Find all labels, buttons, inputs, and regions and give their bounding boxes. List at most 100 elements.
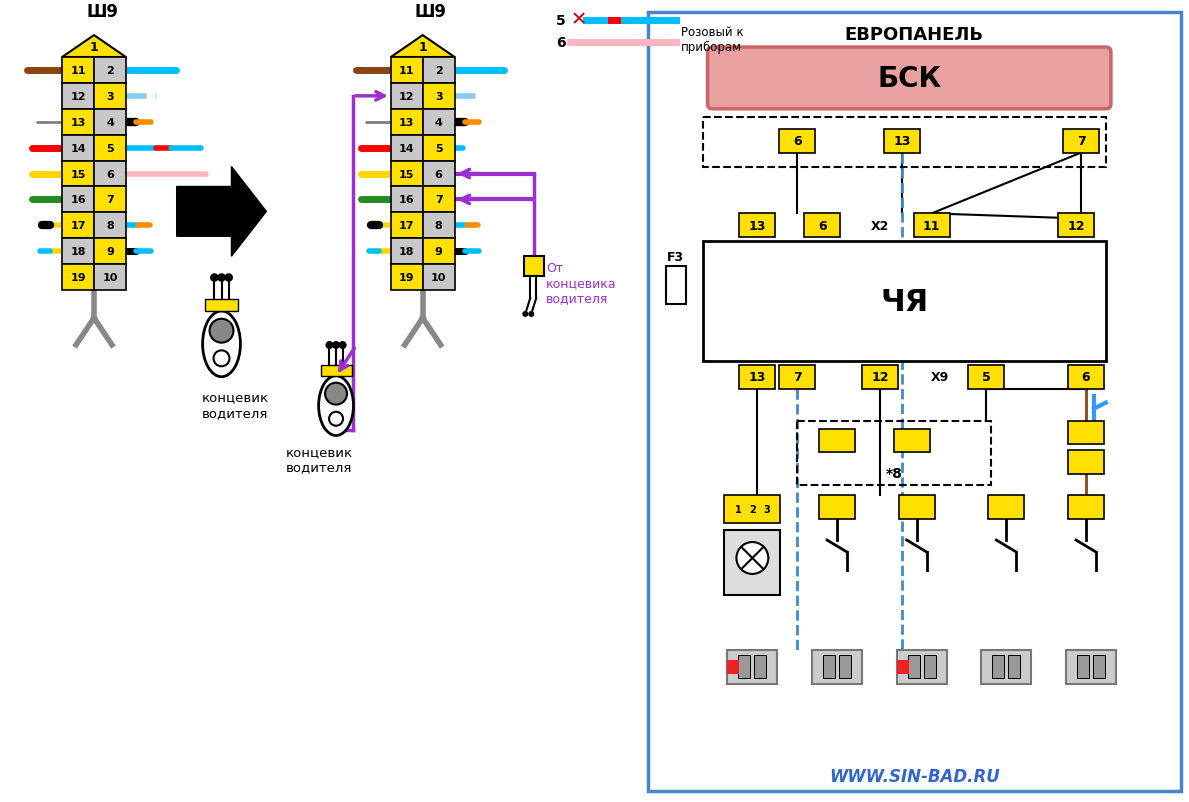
Circle shape [333, 342, 339, 349]
Bar [1068, 365, 1103, 389]
Bar [423, 239, 454, 265]
Bar [94, 187, 126, 213]
Bar [1058, 214, 1094, 238]
Bar [819, 429, 855, 453]
Text: 8: 8 [106, 221, 114, 231]
Circle shape [522, 312, 528, 318]
Text: 18: 18 [400, 247, 415, 257]
Circle shape [209, 319, 233, 343]
Text: 5: 5 [435, 144, 442, 153]
Bar [1067, 650, 1116, 685]
Text: X2: X2 [870, 220, 889, 233]
Text: 12: 12 [400, 91, 415, 102]
Bar [391, 187, 423, 213]
Text: 1: 1 [89, 40, 99, 54]
Bar [862, 365, 898, 389]
Text: 5: 5 [106, 144, 114, 153]
Circle shape [225, 274, 232, 282]
Text: 5: 5 [982, 371, 990, 383]
Text: 6: 6 [556, 36, 566, 50]
Text: 6: 6 [818, 220, 826, 233]
Text: 13: 13 [749, 220, 766, 233]
Text: 11: 11 [70, 66, 86, 76]
Bar [728, 660, 740, 674]
Bar [391, 265, 423, 290]
Circle shape [329, 412, 342, 426]
Bar [804, 214, 839, 238]
Bar [391, 110, 423, 136]
Text: концевик
водителя: концевик водителя [202, 391, 269, 419]
Bar [62, 136, 94, 161]
Bar [94, 239, 126, 265]
Bar [666, 267, 686, 305]
Text: 13: 13 [400, 118, 415, 128]
Bar [391, 136, 423, 161]
Bar [62, 265, 94, 290]
Circle shape [214, 351, 229, 367]
Text: 12: 12 [1068, 220, 1084, 233]
Text: От
концевика
водителя: От концевика водителя [546, 261, 617, 305]
Text: Розовый к
приборам: Розовый к приборам [680, 26, 743, 55]
Bar [423, 83, 454, 110]
Bar [391, 58, 423, 83]
Bar [993, 654, 1005, 678]
Bar [1077, 654, 1089, 678]
Text: 3: 3 [763, 504, 769, 515]
Bar [423, 187, 454, 213]
Bar [913, 214, 950, 238]
Bar [740, 214, 775, 238]
Bar [94, 58, 126, 83]
FancyBboxPatch shape [707, 48, 1111, 110]
Text: 6: 6 [435, 169, 442, 180]
Ellipse shape [202, 312, 240, 377]
Bar [779, 365, 816, 389]
Bar [423, 213, 454, 239]
Text: 4: 4 [435, 118, 442, 128]
Bar [391, 83, 423, 110]
Bar [1068, 496, 1103, 520]
Bar [62, 83, 94, 110]
Text: 12: 12 [70, 91, 86, 102]
Bar [897, 660, 908, 674]
Text: 2: 2 [106, 66, 114, 76]
Bar [94, 110, 126, 136]
Text: 13: 13 [749, 371, 766, 383]
Bar [62, 58, 94, 83]
Text: 7: 7 [435, 195, 442, 205]
Circle shape [528, 312, 534, 318]
Bar [738, 654, 750, 678]
Ellipse shape [319, 376, 353, 436]
Text: 14: 14 [400, 144, 415, 153]
Circle shape [339, 342, 346, 349]
Text: 4: 4 [106, 118, 114, 128]
Bar [321, 365, 352, 376]
Bar [883, 130, 919, 153]
Circle shape [210, 274, 218, 282]
Text: 6: 6 [793, 135, 801, 148]
Text: 10: 10 [430, 273, 446, 283]
Text: 15: 15 [400, 169, 415, 180]
Bar [94, 213, 126, 239]
Text: ЕВРОПАНЕЛЬ: ЕВРОПАНЕЛЬ [844, 26, 983, 44]
Text: 1: 1 [735, 504, 742, 515]
Polygon shape [177, 168, 266, 257]
Text: 7: 7 [793, 371, 801, 383]
Bar [1068, 421, 1103, 445]
Text: Ш9: Ш9 [415, 3, 447, 21]
Text: 5: 5 [556, 14, 566, 28]
Text: 19: 19 [400, 273, 415, 283]
Text: X9: X9 [931, 371, 949, 383]
Bar [1008, 654, 1020, 678]
Text: 16: 16 [400, 195, 415, 205]
Bar [62, 110, 94, 136]
Bar [62, 239, 94, 265]
Bar [1068, 451, 1103, 475]
Text: 18: 18 [70, 247, 86, 257]
Text: 13: 13 [70, 118, 86, 128]
Bar [724, 496, 780, 524]
Bar [391, 161, 423, 187]
Text: 12: 12 [872, 371, 888, 383]
Bar [797, 421, 992, 486]
Text: 2: 2 [435, 66, 442, 76]
Bar [524, 257, 545, 277]
